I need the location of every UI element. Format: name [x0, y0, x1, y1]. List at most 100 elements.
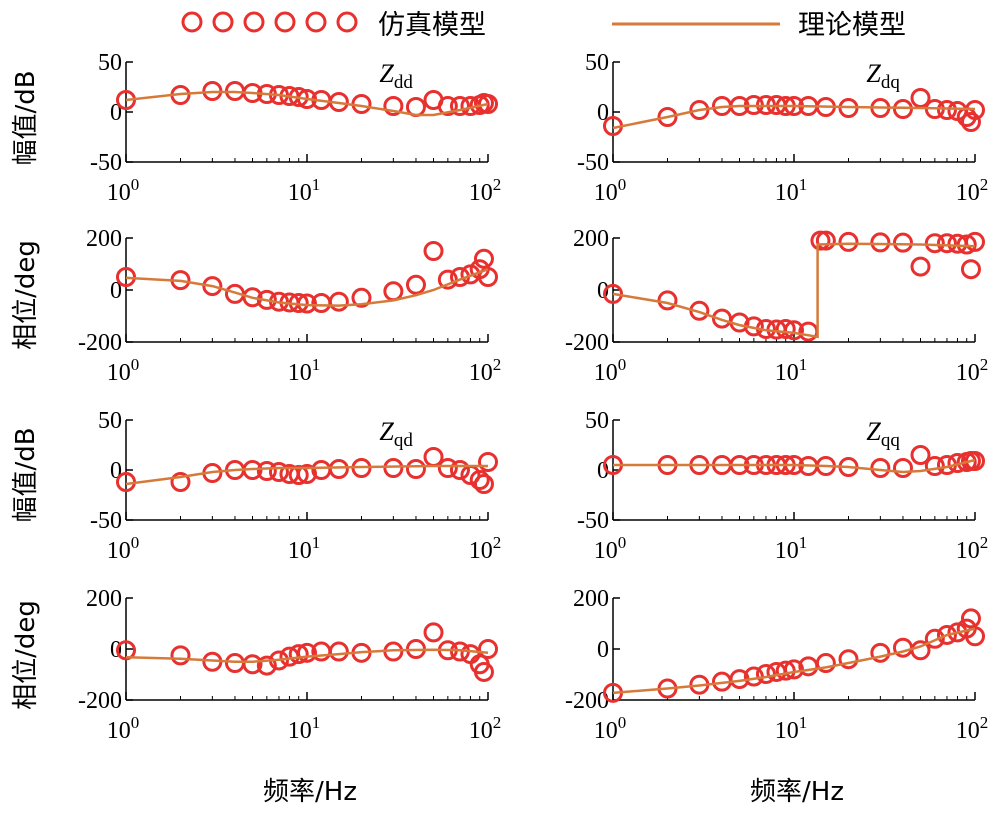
- x-tick-label: 101: [775, 713, 808, 744]
- theory-line: [613, 458, 976, 474]
- simulation-point: [910, 445, 931, 465]
- x-tick-label: 102: [956, 533, 989, 564]
- y-tick-label: 50: [98, 408, 122, 434]
- simulation-point: [383, 458, 404, 478]
- simulation-point: [810, 230, 831, 251]
- simulation-point: [960, 608, 981, 629]
- x-tick-label: 102: [469, 713, 502, 744]
- simulation-point: [405, 459, 426, 479]
- simulation-point: [116, 267, 136, 287]
- y-tick-label: -50: [90, 150, 122, 176]
- simulation-series: [603, 445, 985, 478]
- y-tick-label: 0: [110, 637, 122, 663]
- impedance-label-dq: Zdq: [866, 59, 900, 93]
- impedance-label-qd: Zqd: [379, 417, 413, 451]
- x-tick-label: 101: [775, 533, 808, 564]
- y-tick-label: 0: [110, 278, 122, 304]
- simulation-series: [116, 622, 498, 682]
- y-tick-label: -200: [78, 330, 122, 356]
- y-tick-label: 200: [573, 586, 609, 612]
- simulation-series: [116, 241, 498, 314]
- x-axis-title-right: 频率/Hz: [750, 777, 844, 807]
- simulation-point: [755, 663, 776, 684]
- simulation-point: [288, 644, 309, 665]
- simulation-point: [965, 231, 985, 252]
- x-tick-label: 102: [469, 355, 502, 386]
- simulation-point: [460, 644, 481, 665]
- x-tick-label: 100: [594, 175, 627, 206]
- simulation-point: [924, 628, 945, 649]
- theory-line: [612, 104, 976, 130]
- legend-marker: [274, 11, 296, 33]
- legend-simulation-markers: [181, 11, 358, 33]
- simulation-point: [328, 641, 349, 662]
- legend-marker: [305, 11, 327, 33]
- y-axis-title-magnitude-top: 幅值/dB: [11, 70, 41, 165]
- legend-marker: [181, 11, 203, 33]
- simulation-point: [473, 248, 494, 269]
- y-tick-label: 0: [110, 458, 122, 484]
- x-tick-label: 102: [956, 713, 989, 744]
- simulation-point: [478, 639, 498, 659]
- theory-line: [125, 464, 488, 486]
- x-tick-label: 100: [107, 713, 140, 744]
- simulation-point: [116, 640, 136, 661]
- x-tick-label: 101: [288, 713, 321, 744]
- y-tick-label: -200: [78, 688, 122, 714]
- simulation-point: [423, 622, 444, 643]
- simulation-point: [603, 283, 623, 304]
- y-tick-label: -50: [577, 508, 609, 534]
- simulation-point: [936, 233, 957, 254]
- y-axis-title-magnitude-bottom: 幅值/dB: [11, 427, 41, 522]
- simulation-series: [116, 447, 498, 494]
- legend: 仿真模型 理论模型: [181, 10, 906, 41]
- simulation-point: [910, 256, 931, 277]
- simulation-point: [242, 654, 263, 675]
- x-tick-label: 100: [107, 355, 140, 386]
- simulation-point: [297, 642, 317, 663]
- y-tick-label: 0: [597, 100, 609, 126]
- y-axis-title-phase-top: 相位/deg: [11, 240, 41, 350]
- simulation-point: [405, 274, 426, 295]
- theory-line: [612, 242, 976, 339]
- simulation-point: [838, 649, 859, 670]
- x-axis-title-left: 频率/Hz: [263, 777, 357, 807]
- x-axis-titles: 频率/Hz 频率/Hz: [263, 777, 844, 807]
- simulation-point: [242, 287, 263, 308]
- simulation-point: [383, 96, 404, 116]
- simulation-series: [603, 608, 985, 703]
- simulation-point: [815, 230, 836, 251]
- legend-marker: [212, 11, 234, 33]
- y-tick-label: 50: [98, 50, 122, 76]
- simulation-point: [924, 233, 945, 254]
- x-tick-label: 101: [288, 355, 321, 386]
- legend-simulation-label: 仿真模型: [378, 10, 486, 41]
- simulation-point: [838, 231, 859, 252]
- y-tick-label: -50: [90, 508, 122, 534]
- simulation-point: [437, 96, 458, 116]
- y-tick-label: -200: [565, 330, 609, 356]
- simulation-point: [965, 626, 985, 647]
- simulation-point: [449, 96, 470, 116]
- x-tick-label: 100: [107, 175, 140, 206]
- simulation-point: [469, 470, 490, 490]
- simulation-point: [473, 474, 494, 494]
- y-tick-label: 200: [86, 586, 122, 612]
- simulation-point: [478, 94, 498, 114]
- impedance-label-dd: Zdd: [379, 59, 413, 93]
- simulation-point: [478, 452, 498, 472]
- simulation-point: [473, 661, 494, 682]
- simulation-point: [936, 624, 957, 645]
- y-tick-label: -200: [565, 688, 609, 714]
- simulation-point: [936, 100, 957, 120]
- simulation-point: [924, 456, 945, 476]
- y-tick-label: -50: [577, 150, 609, 176]
- simulation-point: [784, 320, 804, 341]
- simulation-point: [775, 319, 796, 339]
- y-tick-label: 0: [110, 100, 122, 126]
